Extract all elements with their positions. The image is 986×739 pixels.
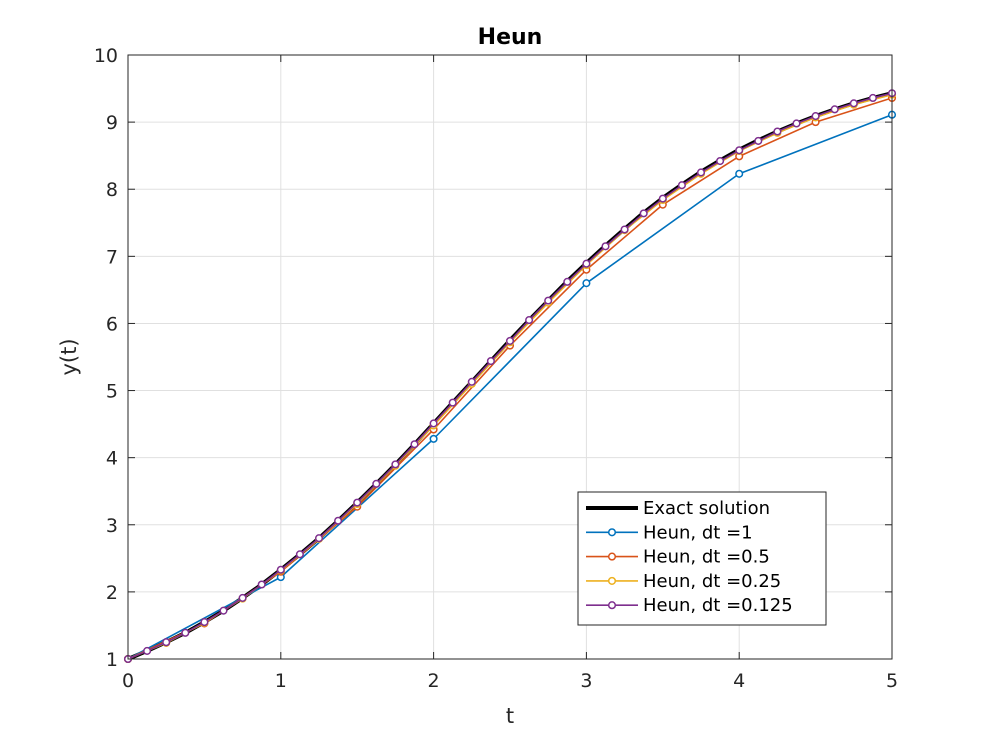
data-point [811,112,820,121]
data-point [238,593,247,602]
y-tick-label: 5 [106,381,118,403]
data-point [716,156,725,166]
data-point [334,516,343,525]
data-point [181,628,190,637]
legend-swatch-marker [607,528,617,537]
data-point [754,136,763,145]
legend-label: Heun, dt =0.125 [643,595,793,616]
legend: Exact solution Heun, dt =1 Heun, dt =0.5 He… [577,491,827,626]
legend-swatch-marker [607,576,617,585]
legend-box [577,491,827,626]
data-point [601,242,610,251]
data-point [830,105,839,114]
series-line [127,113,893,660]
y-tick-label: 7 [106,246,118,268]
data-point [314,534,324,543]
y-tick-label: 2 [106,582,118,604]
data-point [200,618,209,627]
data-point [143,646,152,655]
data-point [162,638,171,647]
data-point [257,580,266,589]
data-point [429,419,438,428]
data-point [696,168,706,177]
y-tick-label: 8 [106,179,118,201]
data-point [582,279,591,288]
x-tick-label: 4 [733,670,745,692]
data-point [276,565,285,574]
data-point [620,225,629,234]
y-tick-label: 4 [106,448,118,470]
data-point [486,356,495,366]
data-point [735,146,744,155]
series-4 [123,89,897,664]
data-point [448,398,457,407]
data-point [792,119,801,128]
data-point [868,93,877,103]
x-tick-label: 1 [275,670,287,692]
legend-label: Heun, dt =0.25 [643,571,781,592]
data-point [372,479,381,488]
x-tick-label: 0 [122,670,134,692]
data-point [525,316,534,325]
data-point [658,194,667,203]
legend-label: Heun, dt =1 [643,522,753,543]
legend-label: Heun, dt =0.5 [643,547,770,568]
data-point [467,377,476,386]
data-point [219,606,228,615]
data-point [429,434,438,443]
y-tick-label: 9 [106,112,118,134]
data-point [639,209,648,218]
data-point [677,181,686,190]
legend-label: Exact solution [643,498,770,519]
data-point [505,336,515,345]
x-tick-label: 2 [428,670,440,692]
legend-swatch-marker [607,552,617,561]
data-point [544,296,553,305]
data-point [582,259,591,268]
x-tick-label: 5 [886,670,898,692]
data-point [410,440,419,449]
y-axis-label: y(t) [57,338,81,375]
y-tick-label: 3 [106,515,118,537]
data-point [391,460,400,469]
data-point [849,99,858,108]
data-point [563,277,572,286]
y-tick-label: 6 [106,313,118,335]
data-point [735,169,744,178]
x-axis-label: t [506,704,514,728]
data-point [773,127,782,136]
data-point [353,498,362,507]
y-tick-label: 1 [106,649,118,671]
series-group [123,89,897,664]
x-tick-label: 3 [580,670,592,692]
y-tick-label: 10 [94,45,118,67]
legend-swatch-marker [607,601,617,610]
chart-title: Heun [478,25,543,50]
axes-box [127,54,893,660]
data-point [295,550,304,559]
